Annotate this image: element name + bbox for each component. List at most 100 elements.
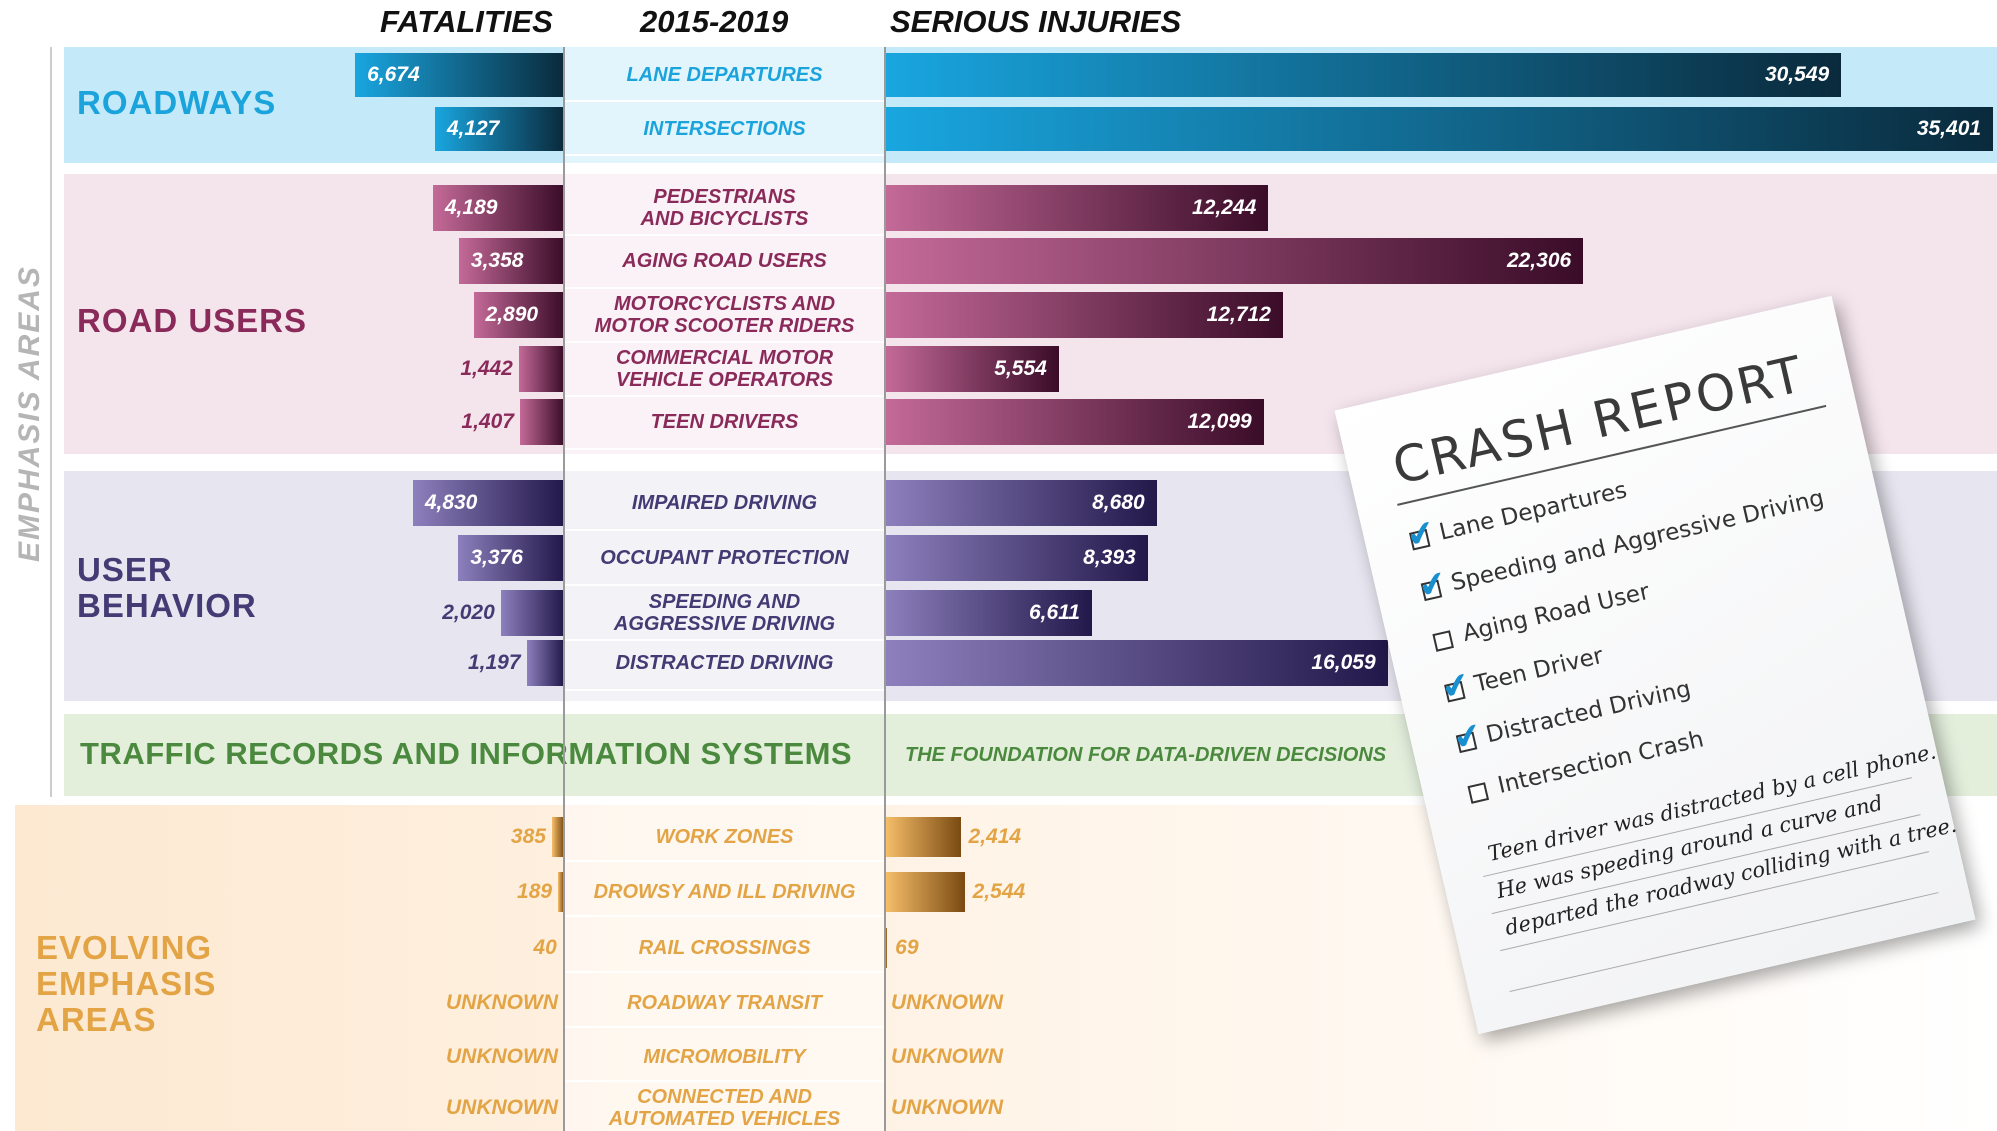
fatality-bar: [412, 480, 564, 526]
injury-bar: [885, 399, 1264, 445]
fatality-bar: [473, 292, 564, 338]
row-divider: [564, 584, 885, 586]
row-divider: [564, 971, 885, 973]
check-mark: ✔: [1437, 663, 1475, 710]
fatality-label: 2,890: [485, 303, 539, 326]
fatality-label: 3,358: [470, 249, 524, 272]
fatality-bar: [526, 640, 564, 686]
checkbox: [1432, 630, 1454, 652]
category-label: MOTORCYCLISTS AND MOTOR SCOOTER RIDERS: [594, 293, 855, 337]
center-strip: [564, 471, 885, 701]
category-label: OCCUPANT PROTECTION: [600, 547, 849, 569]
fatality-bar: [551, 817, 564, 857]
category-label: PEDESTRIANS AND BICYCLISTS: [640, 186, 809, 230]
center-strip: [564, 805, 885, 1131]
fatality-label: 1,442: [460, 357, 513, 380]
category-label: AGING ROAD USERS: [622, 250, 827, 272]
injury-bar: [885, 480, 1157, 526]
category-label: TEEN DRIVERS: [650, 411, 799, 433]
injury-label: UNKNOWN: [891, 1045, 1003, 1068]
check-mark: ✔: [1402, 511, 1440, 558]
checklist-item: Teen Driver: [1471, 642, 1606, 698]
category-label: SPEEDING AND AGGRESSIVE DRIVING: [613, 591, 836, 635]
fatality-label: UNKNOWN: [446, 991, 558, 1014]
injury-bar: [885, 292, 1283, 338]
fatality-label: 3,376: [470, 546, 523, 569]
check-mark: ✔: [1449, 714, 1487, 760]
fatality-label: 4,830: [424, 491, 478, 514]
category-label: RAIL CROSSINGS: [638, 937, 811, 959]
injury-label: 2,414: [968, 825, 1022, 848]
injury-bar: [885, 640, 1388, 686]
row-divider: [564, 860, 885, 862]
category-label: DISTRACTED DRIVING: [615, 652, 834, 674]
checkbox: [1467, 782, 1490, 804]
category-label: COMMERCIAL MOTOR VEHICLE OPERATORS: [615, 347, 834, 391]
fatality-bar: [434, 107, 564, 151]
category-label: ROADWAY TRANSIT: [627, 992, 822, 1014]
injury-label: 8,393: [1083, 546, 1136, 569]
axis-line: [884, 47, 886, 1131]
injury-label: 30,549: [1764, 63, 1830, 86]
injury-bar: [885, 928, 888, 968]
fatality-label: 189: [517, 880, 553, 903]
fatality-label: 4,127: [446, 117, 500, 140]
category-label: CONNECTED AND AUTOMATED VEHICLES: [608, 1086, 841, 1130]
row-divider: [564, 287, 885, 289]
row-divider: [564, 341, 885, 343]
injury-label: 35,401: [1916, 117, 1982, 140]
injury-bar: [885, 535, 1148, 581]
fatality-bar: [500, 590, 564, 636]
fatality-label: 40: [533, 936, 557, 959]
injury-label: 69: [895, 936, 919, 959]
note-rule: [1483, 777, 1913, 878]
fatality-label: UNKNOWN: [446, 1096, 558, 1119]
injury-bar: [885, 872, 965, 912]
center-strip: [564, 174, 885, 454]
injury-bar: [885, 817, 961, 857]
checklist-item: Aging Road User: [1460, 578, 1652, 648]
row-divider: [564, 100, 885, 102]
fatality-bar: [558, 872, 564, 912]
group-name: EVOLVING EMPHASIS AREAS: [36, 929, 217, 1038]
row-divider: [564, 915, 885, 917]
row-divider: [564, 639, 885, 641]
injury-bar: [885, 346, 1059, 392]
category-label: MICROMOBILITY: [643, 1046, 806, 1068]
fatality-label: 1,407: [461, 410, 514, 433]
axis-line: [563, 47, 565, 1131]
side-label: EMPHASIS AREAS: [13, 265, 46, 562]
side-line: [50, 47, 52, 797]
injury-label: 12,099: [1187, 410, 1252, 433]
injury-bar: [885, 107, 1994, 151]
injury-bar: [885, 238, 1584, 284]
injury-label: UNKNOWN: [891, 1096, 1003, 1119]
row-divider: [564, 1026, 885, 1028]
injury-label: UNKNOWN: [891, 991, 1003, 1014]
injury-label: 12,244: [1192, 196, 1257, 219]
period-header: 2015-2019: [640, 4, 789, 39]
injury-bar: [885, 590, 1092, 636]
group-name: TRAFFIC RECORDS AND INFORMATION SYSTEMS: [80, 736, 853, 771]
injury-label: 16,059: [1311, 651, 1376, 674]
group-note: THE FOUNDATION FOR DATA-DRIVEN DECISIONS: [905, 744, 1387, 766]
center-strip: [564, 47, 885, 163]
fatality-label: 2,020: [442, 601, 495, 624]
category-label: IMPAIRED DRIVING: [631, 492, 818, 514]
fatality-bar: [355, 53, 564, 97]
row-divider: [564, 395, 885, 397]
category-label: LANE DEPARTURES: [626, 64, 823, 86]
category-label: INTERSECTIONS: [643, 118, 806, 140]
check-mark: ✔: [1414, 562, 1451, 608]
category-label: WORK ZONES: [655, 826, 794, 848]
injury-bar: [885, 53, 1842, 97]
fatality-bar: [518, 346, 564, 392]
injury-label: 8,680: [1092, 491, 1145, 514]
injury-label: 2,544: [972, 880, 1026, 903]
row-divider: [564, 154, 885, 156]
group-name: USER BEHAVIOR: [77, 551, 257, 624]
row-divider: [564, 448, 885, 450]
group-name: ROADWAYS: [77, 84, 277, 121]
row-divider: [564, 529, 885, 531]
category-label: DROWSY AND ILL DRIVING: [593, 881, 856, 903]
